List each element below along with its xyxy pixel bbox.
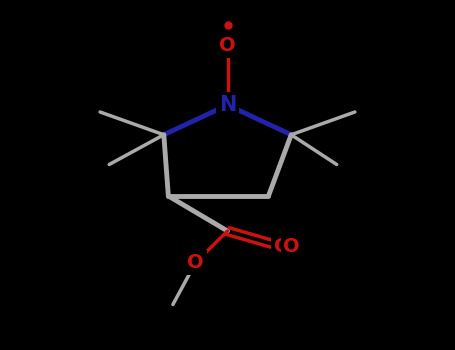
Text: O: O <box>283 237 299 256</box>
Text: O: O <box>187 253 204 272</box>
Text: N: N <box>219 95 236 115</box>
Text: O: O <box>219 36 236 55</box>
Text: O: O <box>274 237 290 256</box>
